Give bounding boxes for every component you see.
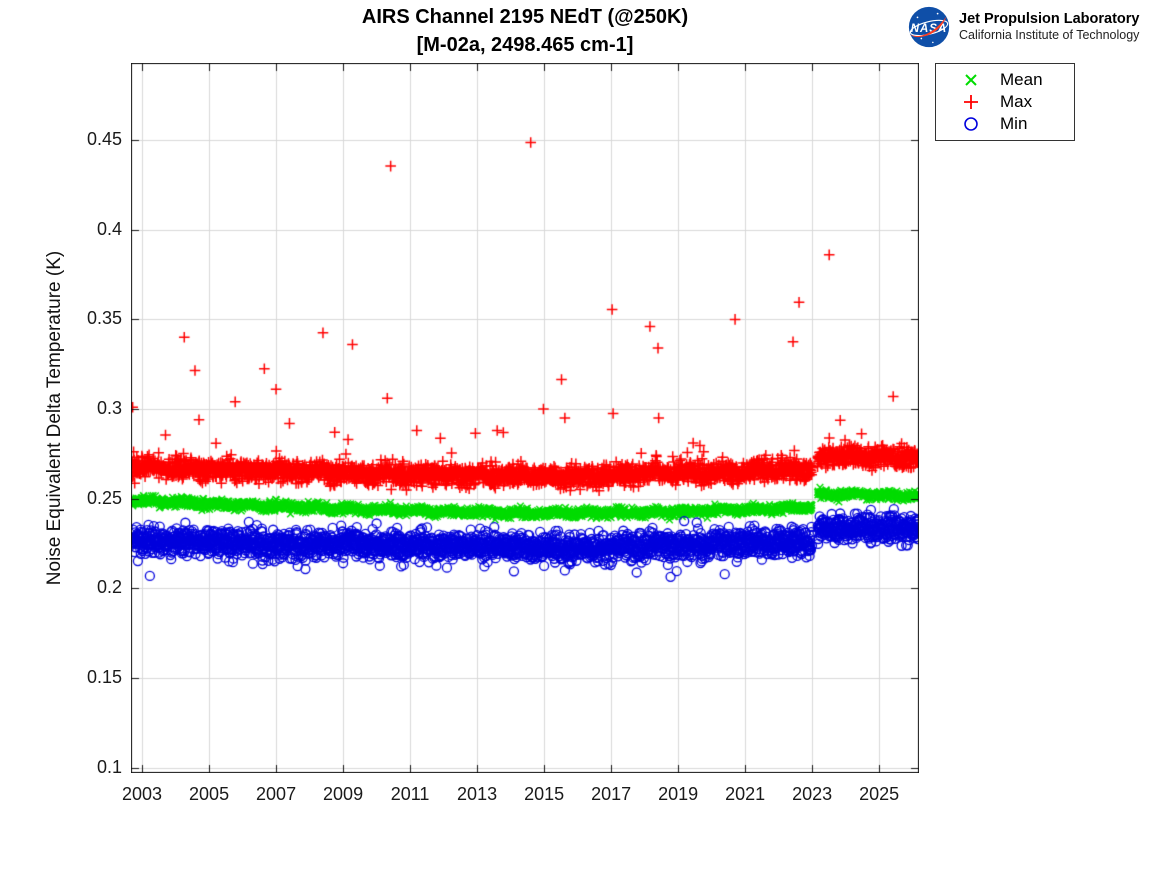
chart-title-line1: AIRS Channel 2195 NEdT (@250K): [361, 6, 689, 28]
legend-item-mean: Mean: [936, 69, 1074, 91]
x-tick-label: 2007: [256, 784, 297, 804]
chart-title: AIRS Channel 2195 NEdT (@250K) [M-02a, 2…: [131, 3, 919, 59]
x-tick-label: 2025: [859, 784, 900, 804]
legend-label-max: Max: [1000, 92, 1033, 111]
x-tick-label: 2019: [658, 784, 699, 804]
y-tick-label: 0.4: [96, 218, 122, 239]
legend-item-max: Max: [936, 91, 1074, 113]
y-tick-label: 0.45: [86, 129, 122, 150]
jpl-sub: California Institute of Technology: [959, 28, 1140, 42]
x-tick-label: 2005: [189, 784, 230, 804]
y-tick-label: 0.35: [86, 308, 122, 329]
plot-area: [131, 63, 919, 773]
legend-marker-min-icon: [964, 117, 978, 131]
x-tick-label: 2009: [323, 784, 364, 804]
legend: Mean Max Min: [935, 63, 1075, 141]
x-tick-label: 2017: [591, 784, 632, 804]
y-tick-label: 0.1: [96, 756, 122, 777]
x-tick-label: 2015: [524, 784, 565, 804]
x-tick-label: 2021: [725, 784, 766, 804]
legend-marker-max-icon: [964, 95, 978, 109]
y-tick-label: 0.3: [96, 398, 122, 419]
x-tick-label: 2023: [792, 784, 833, 804]
y-tick-label: 0.25: [86, 487, 122, 508]
jpl-name: Jet Propulsion Laboratory: [959, 11, 1140, 27]
x-tick-label: 2013: [457, 784, 498, 804]
jpl-logo: NASA Jet Propulsion Laboratory Californi…: [906, 4, 1139, 50]
scatter-canvas: [131, 63, 919, 773]
legend-label-mean: Mean: [1000, 70, 1043, 89]
legend-marker-mean-icon: [965, 74, 977, 86]
legend-label-min: Min: [1000, 114, 1028, 133]
nasa-meatball-icon: NASA: [908, 6, 950, 48]
x-tick-label: 2011: [390, 784, 430, 804]
chart-title-line2: [M-02a, 2498.465 cm-1]: [416, 34, 634, 56]
y-tick-label: 0.2: [96, 577, 122, 598]
jpl-text: Jet Propulsion Laboratory California Ins…: [959, 11, 1139, 43]
nasa-word: NASA: [911, 23, 947, 35]
y-tick-label: 0.15: [86, 666, 122, 687]
x-tick-label: 2003: [122, 784, 163, 804]
legend-item-min: Min: [936, 113, 1074, 135]
